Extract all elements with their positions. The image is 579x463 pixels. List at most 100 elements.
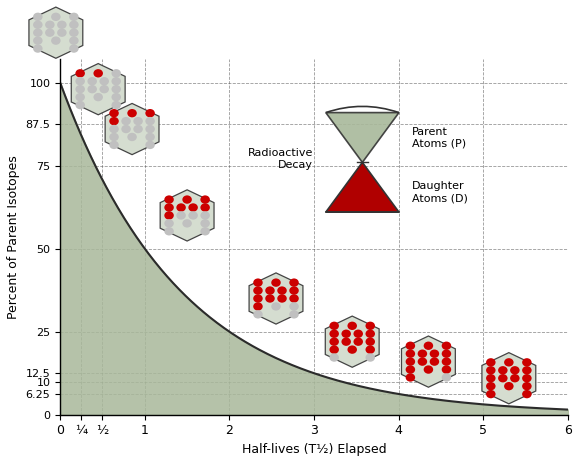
Ellipse shape [33,13,43,21]
Ellipse shape [504,358,514,367]
Ellipse shape [417,350,427,358]
Ellipse shape [253,310,263,319]
Ellipse shape [145,125,155,133]
Ellipse shape [424,342,433,350]
Ellipse shape [87,77,97,86]
Ellipse shape [290,287,299,295]
Ellipse shape [133,125,143,133]
Ellipse shape [522,366,532,375]
Ellipse shape [69,44,79,53]
Ellipse shape [200,227,210,236]
Ellipse shape [271,278,281,287]
Ellipse shape [45,20,54,29]
Ellipse shape [347,322,357,330]
Ellipse shape [75,101,85,109]
Ellipse shape [51,37,61,45]
Ellipse shape [69,13,79,21]
Ellipse shape [442,350,451,358]
Polygon shape [71,63,125,115]
Ellipse shape [430,350,439,358]
Ellipse shape [417,357,427,366]
Ellipse shape [290,310,299,319]
Ellipse shape [265,287,275,295]
Polygon shape [325,316,379,367]
Ellipse shape [109,125,119,133]
Ellipse shape [75,77,85,86]
Ellipse shape [127,109,137,117]
Ellipse shape [522,374,532,382]
Ellipse shape [347,345,357,354]
Ellipse shape [342,338,351,346]
Ellipse shape [430,357,439,366]
Ellipse shape [75,85,85,94]
Ellipse shape [504,382,514,390]
Polygon shape [482,353,536,404]
Ellipse shape [164,203,174,212]
Ellipse shape [522,390,532,398]
Ellipse shape [486,358,496,367]
Ellipse shape [486,390,496,398]
Ellipse shape [75,93,85,101]
Ellipse shape [177,203,186,212]
Ellipse shape [112,69,121,77]
Ellipse shape [100,85,109,94]
Ellipse shape [329,345,339,354]
Ellipse shape [127,133,137,141]
Ellipse shape [265,294,275,303]
Ellipse shape [498,374,508,382]
Ellipse shape [522,382,532,390]
Text: Daughter
Atoms (D): Daughter Atoms (D) [412,181,467,203]
Ellipse shape [277,287,287,295]
Ellipse shape [109,117,119,125]
Ellipse shape [486,374,496,382]
Ellipse shape [109,109,119,117]
Ellipse shape [133,117,143,125]
Polygon shape [326,113,399,163]
Ellipse shape [329,330,339,338]
Ellipse shape [342,330,351,338]
Ellipse shape [200,211,210,219]
Ellipse shape [75,69,85,77]
Ellipse shape [145,117,155,125]
Ellipse shape [365,330,375,338]
Ellipse shape [510,366,519,375]
Ellipse shape [33,20,43,29]
Ellipse shape [365,353,375,362]
Ellipse shape [329,353,339,362]
Ellipse shape [442,365,451,374]
Polygon shape [401,336,455,387]
Ellipse shape [271,302,281,311]
Ellipse shape [45,29,54,37]
Ellipse shape [277,294,287,303]
Ellipse shape [353,330,363,338]
Ellipse shape [188,211,198,219]
Polygon shape [326,163,399,212]
Ellipse shape [145,141,155,149]
Polygon shape [105,103,159,155]
Ellipse shape [112,85,121,94]
Ellipse shape [51,13,61,21]
Text: Radioactive
Decay: Radioactive Decay [248,148,313,169]
Ellipse shape [406,373,415,382]
Ellipse shape [87,85,97,94]
Ellipse shape [93,93,103,101]
Ellipse shape [486,382,496,390]
Ellipse shape [177,211,186,219]
Ellipse shape [33,44,43,53]
Ellipse shape [100,77,109,86]
Ellipse shape [253,302,263,311]
Ellipse shape [112,93,121,101]
Ellipse shape [486,366,496,375]
Ellipse shape [442,357,451,366]
Ellipse shape [365,345,375,354]
Ellipse shape [122,117,131,125]
Ellipse shape [406,357,415,366]
Ellipse shape [188,203,198,212]
Ellipse shape [33,37,43,45]
Ellipse shape [406,342,415,350]
Ellipse shape [164,211,174,219]
Ellipse shape [200,219,210,227]
Ellipse shape [164,227,174,236]
Ellipse shape [510,374,519,382]
Ellipse shape [93,69,103,77]
